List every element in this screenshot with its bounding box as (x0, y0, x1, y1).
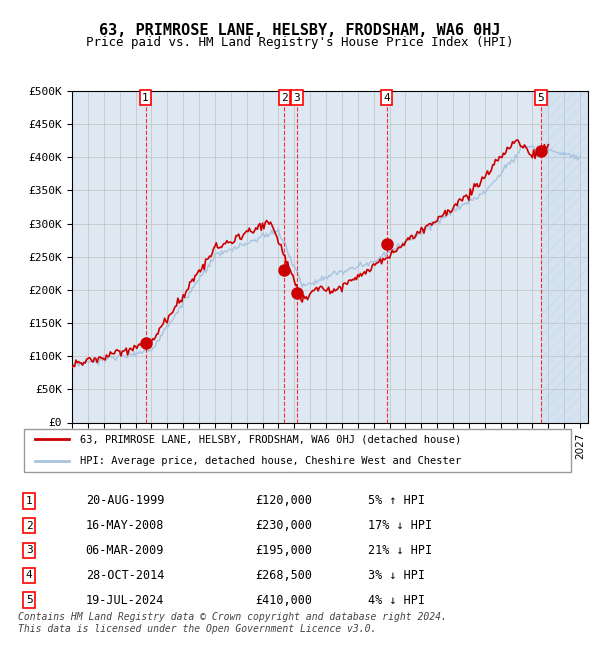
Text: 20-AUG-1999: 20-AUG-1999 (86, 495, 164, 508)
Text: 1: 1 (142, 93, 149, 103)
Text: 3: 3 (26, 545, 32, 556)
Text: 17% ↓ HPI: 17% ↓ HPI (368, 519, 432, 532)
Text: 19-JUL-2024: 19-JUL-2024 (86, 593, 164, 606)
Text: £120,000: £120,000 (255, 495, 312, 508)
Text: 06-MAR-2009: 06-MAR-2009 (86, 544, 164, 557)
Text: 3% ↓ HPI: 3% ↓ HPI (368, 569, 425, 582)
FancyBboxPatch shape (23, 429, 571, 472)
Text: 4: 4 (383, 93, 390, 103)
Text: Price paid vs. HM Land Registry's House Price Index (HPI): Price paid vs. HM Land Registry's House … (86, 36, 514, 49)
Text: £410,000: £410,000 (255, 593, 312, 606)
Text: 2: 2 (281, 93, 287, 103)
Text: 4% ↓ HPI: 4% ↓ HPI (368, 593, 425, 606)
Text: 5: 5 (26, 595, 32, 605)
Text: 1: 1 (26, 496, 32, 506)
Text: 28-OCT-2014: 28-OCT-2014 (86, 569, 164, 582)
Text: 4: 4 (26, 570, 32, 580)
Text: £195,000: £195,000 (255, 544, 312, 557)
Text: 5: 5 (538, 93, 544, 103)
Text: 2: 2 (26, 521, 32, 530)
Text: 3: 3 (293, 93, 301, 103)
Text: Contains HM Land Registry data © Crown copyright and database right 2024.
This d: Contains HM Land Registry data © Crown c… (18, 612, 447, 634)
Text: £268,500: £268,500 (255, 569, 312, 582)
Text: 63, PRIMROSE LANE, HELSBY, FRODSHAM, WA6 0HJ (detached house): 63, PRIMROSE LANE, HELSBY, FRODSHAM, WA6… (80, 434, 461, 445)
Text: 5% ↑ HPI: 5% ↑ HPI (368, 495, 425, 508)
Text: 21% ↓ HPI: 21% ↓ HPI (368, 544, 432, 557)
Text: £230,000: £230,000 (255, 519, 312, 532)
Text: HPI: Average price, detached house, Cheshire West and Chester: HPI: Average price, detached house, Ches… (80, 456, 461, 466)
Text: 16-MAY-2008: 16-MAY-2008 (86, 519, 164, 532)
Text: 63, PRIMROSE LANE, HELSBY, FRODSHAM, WA6 0HJ: 63, PRIMROSE LANE, HELSBY, FRODSHAM, WA6… (99, 23, 501, 38)
